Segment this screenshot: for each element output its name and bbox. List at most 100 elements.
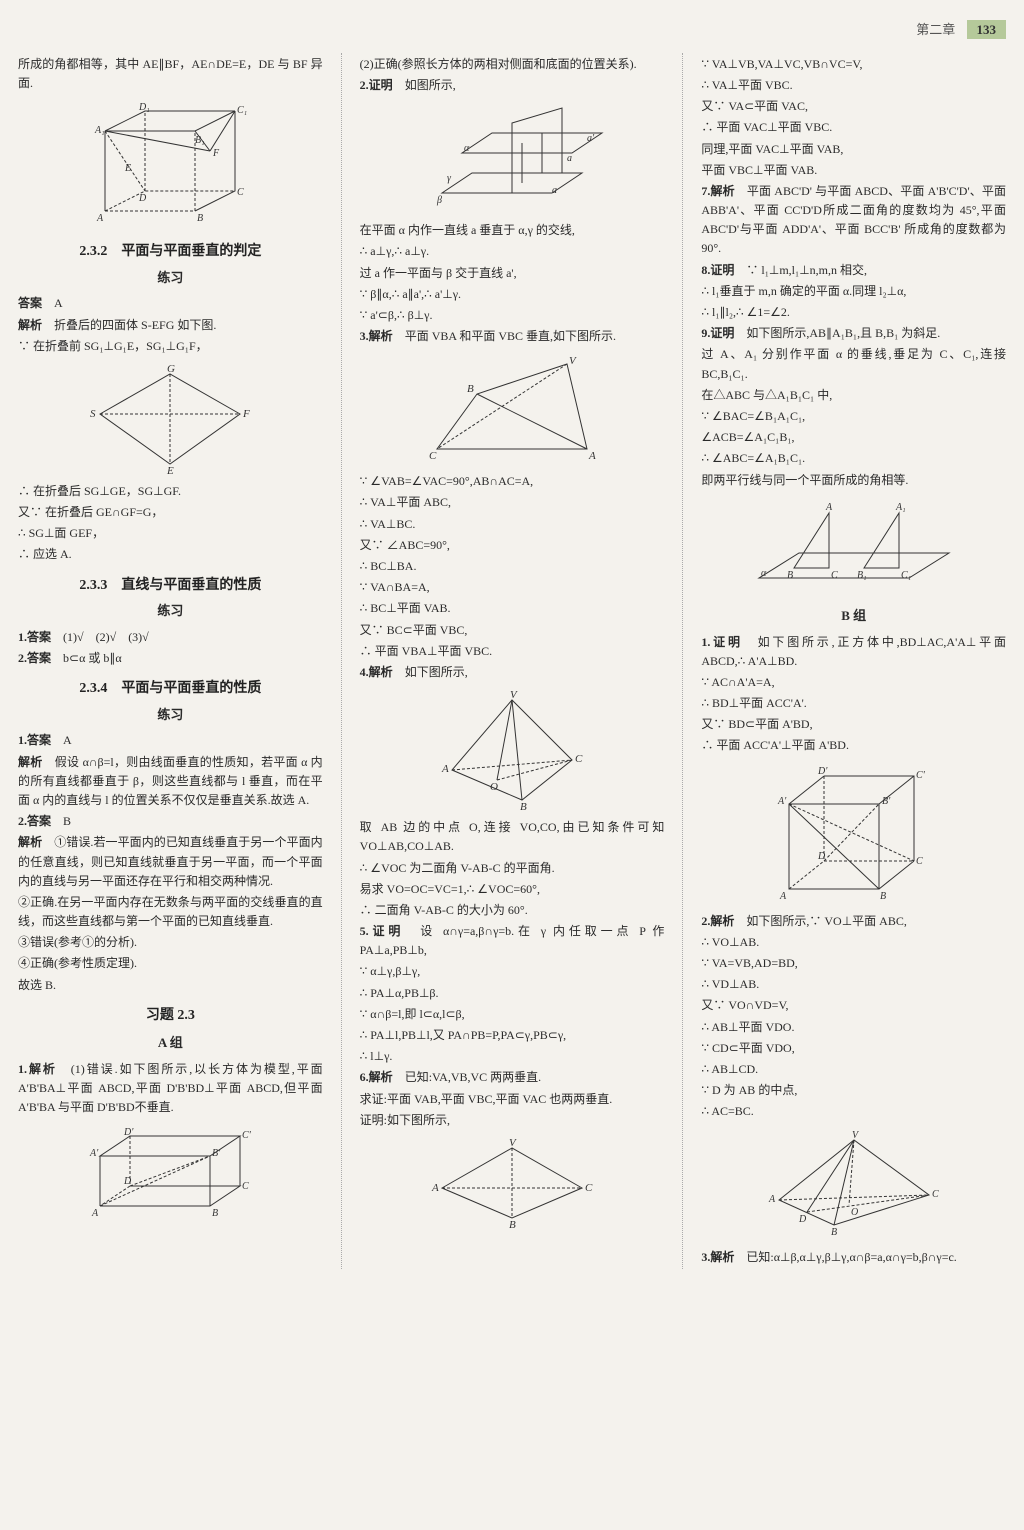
section-234-title: 2.3.4 平面与平面垂直的性质 (18, 678, 323, 700)
svg-text:F: F (212, 148, 220, 159)
text-line: ③错误(参考①的分析). (18, 933, 323, 952)
svg-text:C: C (575, 753, 583, 765)
text-line: ∴ PA⊥l,PB⊥l,又 PA∩PB=P,PA⊂γ,PB⊂γ, (360, 1026, 665, 1045)
text-line: ∴ 在折叠后 SG⊥GE，SG⊥GF. (18, 482, 323, 501)
label: 2.证明 (360, 78, 393, 92)
section-233-title: 2.3.3 直线与平面垂直的性质 (18, 575, 323, 597)
text-line: ∵ ∠VAB=∠VAC=90°,AB∩AC=A, (360, 472, 665, 491)
cuboid-diagram-2: D'C' A'B' DC AB (80, 1126, 260, 1226)
column-3: ∵ VA⊥VB,VA⊥VC,VB∩VC=V, ∴ VA⊥平面 VBC. 又∵ V… (682, 53, 1006, 1269)
answer-line: 1.答案 (1)√ (2)√ (3)√ (18, 628, 323, 647)
svg-text:A': A' (777, 796, 787, 807)
plane-triangles-diagram: AA₁ BC B₁C₁ α (749, 498, 959, 598)
text-line: ∴ VO⊥AB. (701, 933, 1006, 952)
text-line: 过 A、A₁ 分别作平面 α 的垂线,垂足为 C、C₁,连接 BC,B₁C₁. (701, 345, 1006, 383)
text-line: ∴ AB⊥CD. (701, 1060, 1006, 1079)
text-line: ∵ a'⊂β,∴ β⊥γ. (360, 306, 665, 325)
answer-line: 2.答案 B (18, 812, 323, 831)
text-line: ∴ AB⊥平面 VDO. (701, 1018, 1006, 1037)
text-line: ②正确.在另一平面内存在无数条与两平面的交线垂直的直线，而这些直线都与第一个平面… (18, 893, 323, 931)
column-1: 所成的角都相等，其中 AE∥BF，AE∩DE=E，DE 与 BF 异面. D₁C… (18, 53, 323, 1269)
text-line: ∴ 应选 A. (18, 545, 323, 564)
label: 7.解析 (701, 184, 734, 198)
answer-label: 2.答案 (18, 651, 51, 665)
text-line: ∵ CD⊂平面 VDO, (701, 1039, 1006, 1058)
text-line: ④正确(参考性质定理). (18, 954, 323, 973)
explain-line: 7.解析 平面 ABC'D' 与平面 ABCD、平面 A'B'C'D'、平面 A… (701, 182, 1006, 259)
explain-label: 解析 (18, 755, 43, 769)
text-line: ∴ PA⊥α,PB⊥β. (360, 984, 665, 1003)
rhombus-vabc-diagram: VA CB (422, 1138, 602, 1228)
text-line: ∴ ∠ABC=∠A₁B₁C₁. (701, 449, 1006, 468)
label: 6.解析 (360, 1070, 393, 1084)
tetrahedron-vabc-diagram: VA CB O (432, 690, 592, 810)
text: 平面 VBA 和平面 VBC 垂直,如下图所示. (405, 329, 616, 343)
text-line: 取 AB 边的中点 O,连接 VO,CO,由已知条件可知 VO⊥AB,CO⊥AB… (360, 818, 665, 856)
section-233-sub: 练习 (18, 601, 323, 622)
svg-text:B₁: B₁ (857, 570, 867, 581)
explain-para: 1.解析 (1)错误.如下图所示,以长方体为模型,平面 A'B'BA⊥平面 AB… (18, 1060, 323, 1118)
explain-text: ①错误.若一平面内的已知直线垂直于另一个平面内的任意直线，则已知直线就垂直于另一… (18, 835, 323, 887)
text-line: 证明:如下图所示, (360, 1111, 665, 1130)
text: ∵ l₁⊥m,l₁⊥n,m,n 相交, (746, 263, 867, 277)
svg-text:C: C (242, 1181, 249, 1192)
explain-text: 折叠后的四面体 S-EFG 如下图. (54, 318, 216, 332)
cuboid-diagram-1: D₁C₁ A₁B₁ F DC AB E (85, 101, 255, 231)
chapter-label: 第二章 (916, 22, 955, 37)
svg-text:A₁: A₁ (94, 125, 105, 136)
label: 3.解析 (360, 329, 393, 343)
svg-text:C: C (916, 856, 923, 867)
explain-para: 解析 ①错误.若一平面内的已知直线垂直于另一个平面内的任意直线，则已知直线就垂直… (18, 833, 323, 891)
proof-line: 1.证明 如下图所示,正方体中,BD⊥AC,A'A⊥平面 ABCD,∴ A'A⊥… (701, 633, 1006, 671)
svg-text:C₁: C₁ (237, 105, 247, 116)
explain-line: 2.解析 如下图所示,∵ VO⊥平面 ABC, (701, 912, 1006, 931)
svg-text:S: S (90, 408, 96, 420)
answer-value: b⊂α 或 b∥α (63, 651, 122, 665)
svg-text:C: C (429, 450, 437, 462)
text-line: 在△ABC 与△A₁B₁C₁ 中, (701, 386, 1006, 405)
explain-label: 解析 (18, 318, 42, 332)
svg-text:A₁: A₁ (895, 502, 906, 513)
svg-text:A: A (768, 1194, 776, 1205)
label: 9.证明 (701, 326, 734, 340)
text: 平面 ABC'D' 与平面 ABCD、平面 A'B'C'D'、平面 ABB'A'… (701, 184, 1006, 256)
content-columns: 所成的角都相等，其中 AE∥BF，AE∩DE=E，DE 与 BF 异面. D₁C… (18, 53, 1006, 1269)
text-line: 求证:平面 VAB,平面 VBC,平面 VAC 也两两垂直. (360, 1090, 665, 1109)
text-line: ∴ l⊥γ. (360, 1047, 665, 1066)
cube-diagram: D'C' A'B' DC AB (764, 764, 944, 904)
svg-text:B': B' (882, 796, 891, 807)
text-line: ∴ l₁∥l₂,∴ ∠1=∠2. (701, 303, 1006, 322)
answer-line: 2.答案 b⊂α 或 b∥α (18, 649, 323, 668)
group-a-title: A 组 (18, 1033, 323, 1054)
explain-text: 假设 α∩β=l，则由线面垂直的性质知，若平面 α 内的所有直线都垂直于 β，则… (18, 755, 323, 807)
svg-text:D₁: D₁ (138, 102, 150, 113)
svg-text:O: O (851, 1207, 858, 1218)
svg-text:A: A (825, 502, 833, 513)
svg-text:C: C (585, 1182, 593, 1194)
label: 1.证明 (701, 635, 742, 649)
svg-text:V: V (569, 355, 577, 367)
text-line: ∵ VA⊥VB,VA⊥VC,VB∩VC=V, (701, 55, 1006, 74)
text-line: 同理,平面 VAC⊥平面 VAB, (701, 140, 1006, 159)
svg-text:F: F (242, 408, 250, 420)
text-line: ∵ β∥α,∴ a∥a',∴ a'⊥γ. (360, 285, 665, 304)
svg-text:C': C' (242, 1130, 252, 1141)
svg-text:B: B (212, 1208, 218, 1219)
svg-text:D: D (138, 193, 147, 204)
text-line: 又∵ VO∩VD=V, (701, 996, 1006, 1015)
svg-text:D: D (123, 1176, 132, 1187)
group-b-title: B 组 (701, 606, 1006, 627)
text-line: ∴ BC⊥BA. (360, 557, 665, 576)
svg-text:A: A (779, 891, 787, 902)
exercise-23-title: 习题 2.3 (18, 1005, 323, 1027)
svg-text:α: α (464, 143, 470, 154)
answer-value: A (54, 296, 63, 310)
text-line: ∵ VA∩BA=A, (360, 578, 665, 597)
answer-line: 答案 A (18, 294, 323, 313)
text: 设 α∩γ=a,β∩γ=b.在 γ 内任取一点 P 作 PA⊥a,PB⊥b, (360, 924, 665, 957)
svg-text:B: B (509, 1219, 516, 1228)
text-line: ∵ ∠BAC=∠B₁A₁C₁, (701, 407, 1006, 426)
label: 5.证明 (360, 924, 405, 938)
answer-label: 答案 (18, 296, 42, 310)
svg-text:A: A (588, 450, 596, 462)
